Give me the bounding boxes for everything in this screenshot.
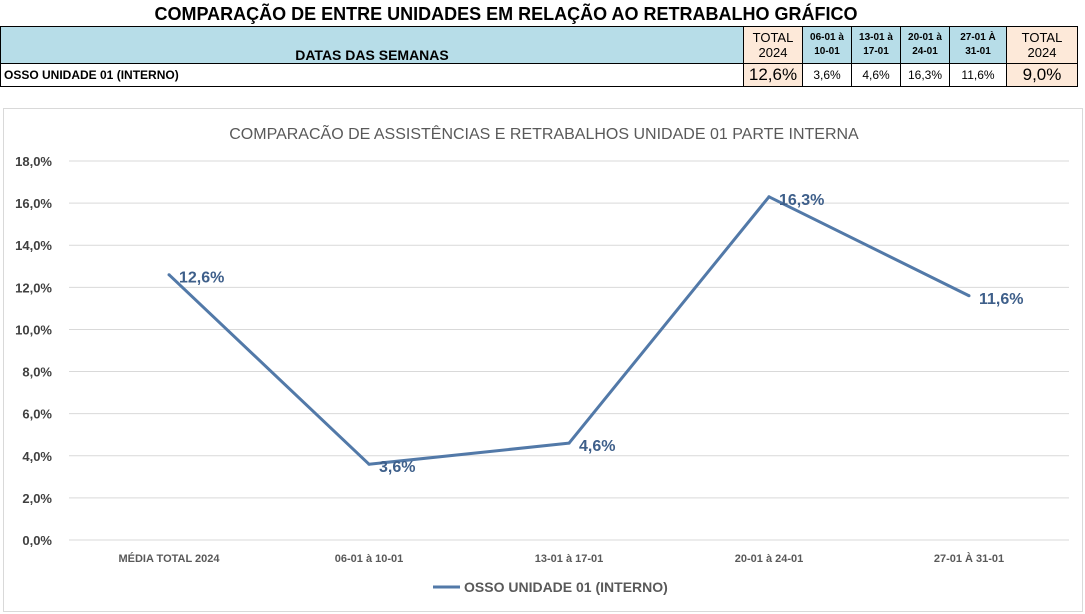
cell-week-4: 11,6%: [949, 63, 1007, 87]
summary-header-row: DATAS DAS SEMANAS TOTAL 2024 06-01 à 10-01…: [0, 26, 1078, 64]
dates-header: DATAS DAS SEMANAS: [0, 26, 744, 64]
data-label: 3,6%: [379, 459, 415, 476]
row-label: OSSO UNIDADE 01 (INTERNO): [0, 63, 744, 87]
col-header-total-b: TOTAL 2024: [1006, 26, 1078, 64]
data-point: [367, 462, 371, 466]
y-tick-label: 14,0%: [15, 238, 52, 253]
col-header-total-a: TOTAL 2024: [743, 26, 803, 64]
cell-total-b: 9,0%: [1006, 63, 1078, 87]
y-tick-label: 12,0%: [15, 280, 52, 295]
col-header-week-1: 06-01 à 10-01: [802, 26, 852, 64]
summary-table: DATAS DAS SEMANAS TOTAL 2024 06-01 à 10-01…: [0, 26, 1078, 87]
x-tick-label: 13-01 à 17-01: [535, 553, 604, 565]
legend-label: OSSO UNIDADE 01 (INTERNO): [464, 579, 668, 595]
cell-week-1: 3,6%: [802, 63, 852, 87]
x-tick-label: 20-01 à 24-01: [735, 553, 804, 565]
x-tick-label: MÉDIA TOTAL 2024: [118, 552, 220, 565]
y-tick-label: 4,0%: [22, 449, 52, 464]
data-point: [167, 273, 171, 277]
y-tick-label: 0,0%: [22, 533, 52, 548]
y-tick-label: 16,0%: [15, 196, 52, 211]
report-title: COMPARAÇÃO DE ENTRE UNIDADES EM RELAÇÃO …: [154, 4, 858, 24]
col-header-week-3: 20-01 à 24-01: [900, 26, 950, 64]
cell-week-2: 4,6%: [851, 63, 901, 87]
chart-title: COMPARACÃO DE ASSISTÊNCIAS E RETRABALHOS…: [229, 123, 859, 143]
cell-week-3: 16,3%: [900, 63, 950, 87]
data-label: 12,6%: [179, 270, 224, 287]
summary-data-row: OSSO UNIDADE 01 (INTERNO) 12,6% 3,6% 4,6…: [0, 63, 1078, 87]
chart-area: COMPARACÃO DE ASSISTÊNCIAS E RETRABALHOS…: [3, 108, 1083, 612]
y-tick-label: 6,0%: [22, 407, 52, 422]
x-tick-label: 06-01 à 10-01: [335, 553, 404, 565]
y-tick-label: 18,0%: [15, 154, 52, 169]
cell-total-a: 12,6%: [743, 63, 803, 87]
col-header-week-4: 27-01 À 31-01: [949, 26, 1007, 64]
data-label: 4,6%: [579, 438, 615, 455]
data-point: [567, 441, 571, 445]
series-line: [167, 195, 970, 466]
y-tick-label: 10,0%: [15, 322, 52, 337]
x-tick-label: 27-01 À 31-01: [934, 552, 1004, 565]
data-point: [967, 294, 971, 298]
data-label: 16,3%: [779, 192, 824, 209]
data-point: [767, 195, 771, 199]
line-chart: COMPARACÃO DE ASSISTÊNCIAS E RETRABALHOS…: [15, 123, 1069, 595]
data-label: 11,6%: [979, 291, 1023, 308]
col-header-week-2: 13-01 à 17-01: [851, 26, 901, 64]
y-tick-label: 2,0%: [22, 491, 52, 506]
y-tick-label: 8,0%: [22, 365, 52, 380]
